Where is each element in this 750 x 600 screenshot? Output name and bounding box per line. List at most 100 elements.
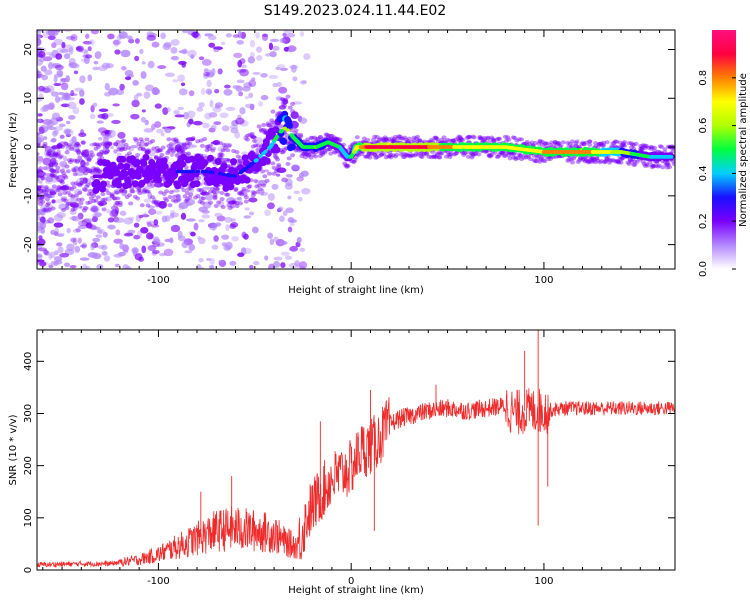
spectrogram-halo-blob [202,190,208,195]
spectrogram-halo-blob [545,156,551,161]
spectrogram-halo-blob [519,157,525,162]
spectrogram-halo-blob [137,146,143,151]
spectrogram-noise-blob [276,167,287,174]
spectrogram-noise-blob [97,127,108,133]
spectrogram-halo-blob [404,152,410,157]
spectrogram-halo-blob [73,142,79,147]
spectrogram-noise-blob [280,251,290,256]
spectrogram-halo-blob [431,154,437,159]
spectrogram-noise-blob [133,94,139,101]
spectrogram-noise-blob [184,250,193,254]
spectrogram-halo-blob [406,136,412,141]
spectrogram-halo-blob [133,138,139,143]
spectrogram-halo-blob [88,196,94,201]
spectrogram-halo-blob [606,157,612,162]
spectrogram-halo-blob [364,154,370,159]
spectrogram-halo-blob [381,152,387,157]
spectrogram-noise-blob [181,143,191,150]
spectrogram-noise-blob [38,113,43,117]
spectrogram-halo-blob [399,136,405,141]
spectrogram-halo-blob [482,135,488,140]
spectrogram-halo-blob [186,151,192,156]
spectrogram-noise-blob [243,215,251,219]
spectrogram-halo-blob [598,142,604,147]
spectrogram-halo-blob [283,97,289,102]
spectrogram-halo-blob [71,185,77,190]
spectrogram-noise-blob [205,88,212,95]
spectrogram-halo-blob [619,156,625,161]
spectrogram-noise-blob [82,40,93,45]
spectrogram-halo-blob [290,101,296,106]
snr-ytick-label: 0 [23,567,34,573]
spectrogram-halo-blob [313,154,319,159]
spectrogram-noise-blob [78,132,87,138]
spectrogram-halo-blob [214,187,220,192]
spectrogram-noise-blob [221,125,230,132]
spectrogram-halo-blob [448,152,454,157]
spectrogram-halo-blob [239,192,245,197]
spectrogram-halo-blob [504,138,510,143]
spectrogram-noise-blob [154,181,163,188]
spectrogram-xtick-label: 100 [534,275,553,286]
spectrogram-halo-blob [494,137,500,142]
spectrogram-noise-blob [177,74,186,83]
spectrogram-halo-blob [416,138,422,143]
spectrogram-halo-blob [632,159,638,164]
spectrogram-halo-blob [620,142,626,147]
spectrogram-ridge-outer [214,158,222,166]
spectrogram-noise-blob [55,199,63,204]
spectrogram-noise-blob [90,104,95,113]
spectrogram-halo-blob [99,149,105,154]
spectrogram-noise-blob [87,252,98,258]
spectrogram-noise-blob [271,183,279,190]
spectrogram-noise-blob [256,54,263,61]
spectrogram-halo-blob [76,150,82,155]
spectrogram-halo-blob [122,147,128,152]
spectrogram-halo-blob [79,180,85,185]
spectrogram-ridge-outer [243,176,251,184]
spectrogram-noise-blob [92,215,98,223]
spectrogram-noise-blob [106,112,114,117]
spectrogram-noise-blob [249,39,256,48]
spectrogram-halo-blob [46,151,52,156]
spectrogram-ridge-outer [119,155,127,163]
spectrogram-halo-blob [64,164,70,169]
spectrogram-noise-blob [230,218,236,222]
spectrogram-halo-blob [649,163,655,168]
spectrogram-halo-blob [416,152,422,157]
spectrogram-noise-blob [169,237,174,244]
spectrogram-halo-blob [74,159,80,164]
spectrogram-ridge-outer [193,180,201,188]
spectrogram-noise-blob [103,255,111,262]
spectrogram-noise-blob [134,55,140,62]
spectrogram-halo-blob [40,195,46,200]
spectrogram-halo-blob [497,136,503,141]
spectrogram-halo-blob [293,148,299,153]
spectrogram-halo-blob [298,134,304,139]
spectrogram-noise-blob [252,71,261,75]
spectrogram-noise-blob [37,158,43,165]
spectrogram-halo-blob [431,154,437,159]
spectrogram-halo-blob [254,184,260,189]
spectrogram-halo-blob [83,171,89,176]
spectrogram-noise-blob [61,92,71,101]
spectrogram-halo-blob [650,163,656,168]
spectrogram-halo-blob [491,139,497,144]
spectrogram-halo-blob [344,163,350,168]
spectrogram-noise-blob [37,208,43,216]
spectrogram-noise-blob [74,245,81,253]
spectrogram-halo-blob [256,124,262,129]
spectrogram-noise-blob [140,227,149,234]
spectrogram-noise-blob [293,190,301,195]
spectrogram-ridge-core [112,172,118,177]
spectrogram-noise-blob [208,42,216,48]
spectrogram-halo-blob [123,142,129,147]
spectrogram-noise-blob [118,31,128,39]
spectrogram-halo-blob [590,157,596,162]
spectrogram-halo-blob [467,135,473,140]
spectrogram-ridge-core [269,142,275,146]
spectrogram-noise-blob [241,85,251,92]
spectrogram-noise-blob [181,241,189,249]
spectrogram-halo-blob [389,139,395,144]
